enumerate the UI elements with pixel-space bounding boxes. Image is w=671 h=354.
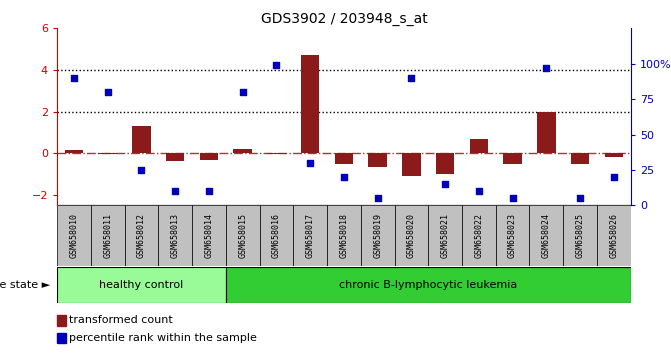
Point xyxy=(474,188,484,194)
Point xyxy=(238,89,248,95)
Text: transformed count: transformed count xyxy=(69,315,173,325)
Bar xyxy=(192,205,225,266)
Bar xyxy=(293,205,327,266)
Bar xyxy=(605,153,623,158)
Bar xyxy=(57,267,225,303)
Point xyxy=(406,75,417,81)
Bar xyxy=(462,205,496,266)
Text: percentile rank within the sample: percentile rank within the sample xyxy=(69,333,257,343)
Bar xyxy=(361,205,395,266)
Point xyxy=(507,195,518,201)
Point xyxy=(575,195,586,201)
Title: GDS3902 / 203948_s_at: GDS3902 / 203948_s_at xyxy=(260,12,427,26)
Bar xyxy=(436,153,454,174)
Text: GSM658014: GSM658014 xyxy=(205,213,213,258)
Text: GSM658023: GSM658023 xyxy=(508,213,517,258)
Point xyxy=(203,188,214,194)
Text: GSM658010: GSM658010 xyxy=(69,213,79,258)
Text: GSM658013: GSM658013 xyxy=(170,213,180,258)
Bar xyxy=(537,112,556,153)
Bar xyxy=(395,205,428,266)
Bar xyxy=(99,153,117,154)
Text: GSM658018: GSM658018 xyxy=(340,213,348,258)
Bar xyxy=(132,126,151,153)
Bar xyxy=(496,205,529,266)
Text: GSM658012: GSM658012 xyxy=(137,213,146,258)
Point xyxy=(102,89,113,95)
Point xyxy=(440,181,450,187)
Text: chronic B-lymphocytic leukemia: chronic B-lymphocytic leukemia xyxy=(339,280,517,290)
Text: GSM658021: GSM658021 xyxy=(441,213,450,258)
Bar xyxy=(571,153,589,164)
Bar xyxy=(327,205,361,266)
Text: healthy control: healthy control xyxy=(99,280,184,290)
Text: GSM658020: GSM658020 xyxy=(407,213,416,258)
Text: disease state ►: disease state ► xyxy=(0,280,50,290)
Text: GSM658025: GSM658025 xyxy=(576,213,584,258)
Point xyxy=(68,75,79,81)
Point xyxy=(339,174,350,180)
Bar xyxy=(470,139,488,153)
Bar xyxy=(199,153,218,160)
Text: GSM658019: GSM658019 xyxy=(373,213,382,258)
Point xyxy=(541,65,552,71)
Bar xyxy=(529,205,563,266)
Bar xyxy=(267,153,286,154)
Bar xyxy=(234,149,252,153)
Text: GSM658022: GSM658022 xyxy=(474,213,483,258)
Bar xyxy=(57,205,91,266)
Text: GSM658016: GSM658016 xyxy=(272,213,281,258)
Bar xyxy=(91,205,125,266)
Bar xyxy=(428,205,462,266)
Point xyxy=(372,195,383,201)
Bar xyxy=(125,205,158,266)
Bar xyxy=(402,153,421,176)
Bar xyxy=(563,205,597,266)
Text: GSM658017: GSM658017 xyxy=(305,213,315,258)
Bar xyxy=(597,205,631,266)
Bar xyxy=(64,150,83,153)
Text: GSM658024: GSM658024 xyxy=(542,213,551,258)
Bar xyxy=(503,153,522,164)
Bar xyxy=(368,153,387,167)
Point xyxy=(271,62,282,68)
Point xyxy=(170,188,180,194)
Text: GSM658015: GSM658015 xyxy=(238,213,247,258)
Text: GSM658026: GSM658026 xyxy=(609,213,619,258)
Bar xyxy=(225,267,631,303)
Point xyxy=(136,167,147,173)
Bar xyxy=(166,153,185,161)
Point xyxy=(305,160,315,166)
Bar xyxy=(335,153,353,164)
Bar xyxy=(225,205,260,266)
Bar xyxy=(260,205,293,266)
Text: GSM658011: GSM658011 xyxy=(103,213,112,258)
Bar xyxy=(158,205,192,266)
Point xyxy=(609,174,619,180)
Bar xyxy=(301,55,319,153)
